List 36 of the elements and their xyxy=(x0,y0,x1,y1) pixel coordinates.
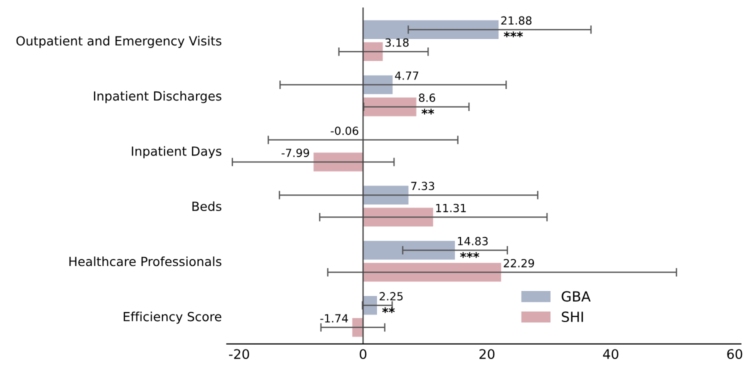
x-tick-label: -20 xyxy=(229,349,250,360)
annotation: ** xyxy=(382,307,395,314)
x-tick-label: 20 xyxy=(480,349,494,360)
annotation: ** xyxy=(422,108,434,115)
bar xyxy=(363,208,434,227)
y-tick-label: Inpatient Days xyxy=(132,146,222,158)
bar xyxy=(363,262,502,282)
data-label: -0.06 xyxy=(330,126,358,136)
data-label: 2.25 xyxy=(380,292,403,300)
legend-label: GBA xyxy=(562,291,591,302)
y-tick-label: Beds xyxy=(192,201,222,212)
data-label: -7.99 xyxy=(282,148,310,158)
data-label: 14.83 xyxy=(458,236,488,246)
annotation: *** xyxy=(460,252,480,258)
y-tick-label: Outpatient and Emergency Visits xyxy=(16,36,222,48)
y-tick-label: Inpatient Discharges xyxy=(94,91,222,104)
data-label: 7.33 xyxy=(411,182,434,190)
x-tick-label: 60 xyxy=(727,349,742,360)
annotation: *** xyxy=(504,31,523,38)
y-tick-label: Efficiency Score xyxy=(124,312,222,324)
legend-label: SHI xyxy=(562,312,583,322)
bar xyxy=(363,186,408,204)
bar xyxy=(363,20,499,39)
bar xyxy=(363,240,455,260)
x-tick-label: 0 xyxy=(360,349,366,360)
data-label: 11.31 xyxy=(436,204,466,212)
y-tick-label: Healthcare Professionals xyxy=(69,256,222,266)
data-label: 22.29 xyxy=(504,258,534,268)
data-label: 21.88 xyxy=(501,16,532,25)
x-tick-label: 40 xyxy=(603,349,618,360)
bar xyxy=(363,97,416,116)
bar xyxy=(314,152,364,172)
data-label: 8.6 xyxy=(418,94,436,102)
data-label: -1.74 xyxy=(320,314,348,322)
data-label: 3.18 xyxy=(385,38,409,47)
data-label: 4.77 xyxy=(395,72,418,80)
